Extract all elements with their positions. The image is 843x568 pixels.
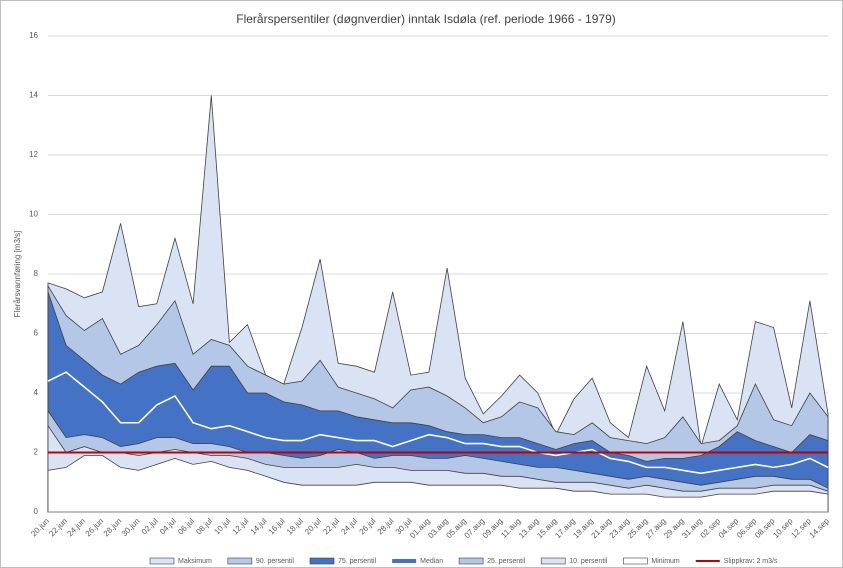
legend-label: Minimum	[651, 558, 680, 565]
legend-label: 90. persentil	[256, 558, 295, 565]
y-tick-label: 16	[29, 31, 38, 40]
legend-item: Minimum	[623, 557, 680, 565]
legend-label: 25. persentil	[487, 558, 526, 565]
legend-label: Median	[420, 558, 443, 565]
legend-swatch	[309, 557, 335, 565]
legend-label: 75. persentil	[338, 558, 377, 565]
legend-item: 75. persentil	[309, 557, 377, 565]
legend-swatch	[227, 557, 253, 565]
legend-swatch	[623, 557, 648, 565]
chart-title: Flerårspersentiler (døgnverdier) inntak …	[236, 12, 616, 26]
legend-label: 10. persentil	[569, 558, 608, 565]
legend-swatch	[392, 559, 417, 563]
y-tick-label: 0	[34, 507, 39, 516]
legend-swatch	[149, 557, 175, 565]
y-axis-label: Flerårsvannføring [m3/s]	[13, 231, 22, 318]
legend-item: 90. persentil	[227, 557, 295, 565]
percentile-area	[47, 455, 829, 513]
y-tick-label: 14	[29, 91, 38, 100]
legend-label: Slippkrav: 2 m3/s	[724, 558, 778, 565]
legend-item: 10. persentil	[540, 557, 608, 565]
y-tick-label: 10	[29, 210, 38, 219]
legend-item: Maksimum	[149, 557, 212, 565]
legend-swatch	[540, 557, 566, 565]
legend-label: Maksimum	[178, 558, 212, 565]
legend-swatch	[458, 557, 484, 565]
y-tick-label: 8	[34, 269, 39, 278]
y-tick-label: 12	[29, 150, 38, 159]
legend-item: 25. persentil	[458, 557, 526, 565]
legend-item: Median	[392, 558, 443, 565]
legend-item: Slippkrav: 2 m3/s	[695, 558, 778, 565]
median-line	[47, 371, 829, 475]
y-tick-label: 2	[34, 448, 39, 457]
y-tick-label: 4	[34, 388, 39, 397]
y-tick-label: 6	[34, 329, 39, 338]
